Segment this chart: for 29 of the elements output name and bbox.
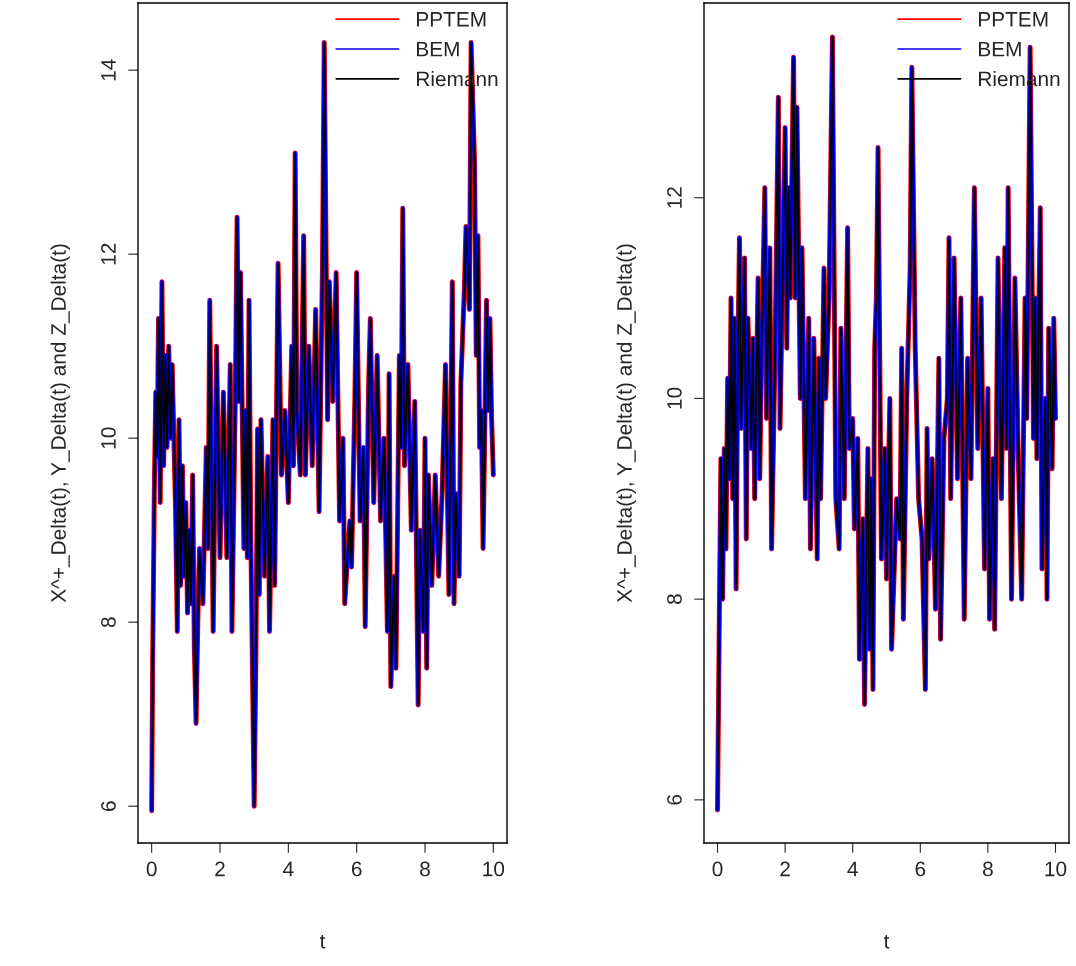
x-tick-label: 10 <box>483 861 505 877</box>
y-tick-label: 14 <box>101 59 116 81</box>
y-tick-label: 10 <box>101 427 116 449</box>
x-tick-label: 6 <box>351 861 362 877</box>
x-axis-title: t <box>883 934 890 949</box>
x-tick-label: 0 <box>712 861 723 877</box>
y-axis-title: X^+_Delta(t), Y_Delta(t) and Z_Delta(t) <box>616 244 636 603</box>
x-tick-label: 8 <box>983 861 993 877</box>
x-tick-label: 6 <box>915 861 926 877</box>
x-tick-label: 10 <box>1045 861 1067 877</box>
y-tick-label: 8 <box>667 594 682 605</box>
x-tick-label: 2 <box>780 861 790 877</box>
y-tick-label: 6 <box>101 801 116 811</box>
legend-label: BEM <box>417 41 459 57</box>
legend-label: PPTEM <box>979 12 1048 27</box>
x-tick-label: 4 <box>283 861 294 877</box>
x-axis-title: t <box>319 934 326 949</box>
x-tick-label: 2 <box>215 861 225 877</box>
x-tick-label: 8 <box>420 861 430 877</box>
y-tick-label: 12 <box>101 243 116 265</box>
legend-label: PPTEM <box>417 12 486 27</box>
legend-label: BEM <box>979 41 1021 57</box>
y-tick-label: 10 <box>667 387 682 409</box>
y-tick-label: 8 <box>101 617 116 628</box>
x-tick-label: 0 <box>146 861 157 877</box>
y-tick-label: 6 <box>667 794 682 805</box>
x-tick-label: 4 <box>847 861 858 877</box>
y-tick-label: 12 <box>667 187 682 208</box>
y-axis-title: X^+_Delta(t), Y_Delta(t) and Z_Delta(t) <box>50 244 70 603</box>
